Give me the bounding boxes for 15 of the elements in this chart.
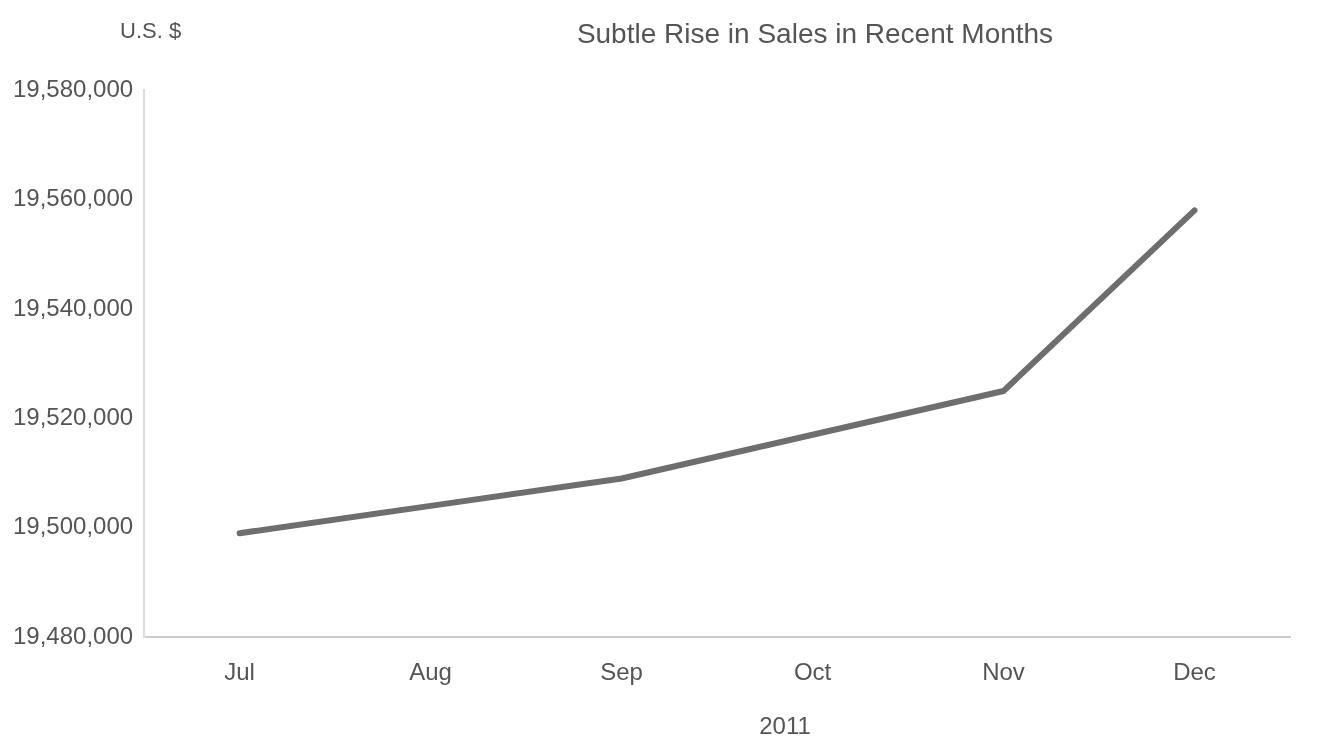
x-tick-label: Aug [409, 658, 452, 686]
x-tick-label: Jul [224, 658, 255, 686]
y-tick-label: 19,500,000 [12, 512, 134, 540]
y-tick-label: 19,480,000 [12, 621, 134, 649]
y-tick-label: 19,560,000 [12, 184, 134, 212]
x-tick-label: Sep [600, 658, 643, 686]
y-tick-label: 19,520,000 [12, 402, 134, 430]
x-tick-label: Nov [982, 658, 1025, 686]
y-axis-title: U.S. $ [120, 18, 182, 44]
y-tick-label: 19,580,000 [12, 74, 134, 102]
x-tick-label: Dec [1173, 658, 1216, 686]
x-tick-label: Oct [793, 658, 832, 686]
chart-title: Subtle Rise in Sales in Recent Months [575, 18, 1055, 50]
x-axis-title: 2011 [758, 712, 812, 740]
y-tick-label: 19,540,000 [12, 293, 134, 321]
